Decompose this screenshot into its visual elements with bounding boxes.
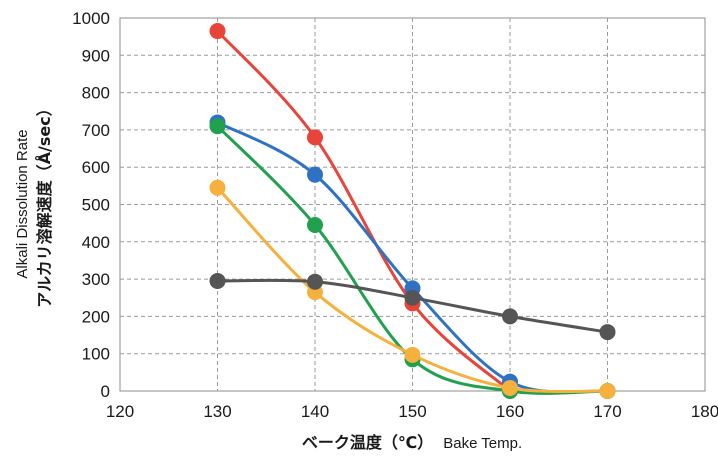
data-point [502,380,518,397]
y-axis-title-en: Alkali Dissolution Rate [14,129,31,278]
data-point [599,324,616,341]
y-axis-title-jp: アルカリ溶解速度（Å/sec） [35,100,54,307]
y-tick-label: 100 [82,345,110,364]
data-point [307,129,323,146]
y-tick-label: 300 [82,270,110,289]
series-layer [209,23,616,399]
data-point [599,383,616,399]
y-tick-label: 500 [82,196,110,215]
series-4 [209,179,616,399]
data-point [404,346,421,363]
x-tick-label: 140 [301,402,329,421]
data-point [502,308,518,325]
y-tick-label: 0 [101,382,110,401]
y-tick-label: 600 [82,158,110,177]
series-line [216,29,512,393]
x-axis-title-en: Bake Temp. [443,435,522,452]
data-point [209,23,226,40]
data-point [307,166,323,183]
y-axis-ticks: 0 100 200 300 400 500 600 700 800 900 1000 [72,9,110,401]
x-axis-title: ベーク温度（℃） Bake Temp. [302,433,522,452]
y-tick-label: 400 [82,233,110,252]
y-tick-label: 200 [82,307,110,326]
x-tick-label: 120 [106,402,134,421]
series-5 [209,272,616,341]
x-tick-label: 150 [398,402,426,421]
x-tick-label: 170 [593,402,621,421]
y-tick-label: 800 [82,84,110,103]
y-tick-label: 1000 [72,9,110,28]
y-tick-label: 900 [82,46,110,65]
x-axis-ticks: 120 130 140 150 160 170 180 [106,402,718,421]
x-tick-label: 160 [496,402,524,421]
y-tick-label: 700 [82,121,110,140]
data-point [209,118,226,135]
data-point [209,272,226,289]
x-tick-label: 130 [203,402,231,421]
data-point [404,289,421,306]
data-point [307,217,323,234]
x-axis-title-jp: ベーク温度（℃） [302,433,433,452]
x-tick-label: 180 [691,402,718,421]
data-point [307,273,323,290]
data-point [209,179,226,196]
